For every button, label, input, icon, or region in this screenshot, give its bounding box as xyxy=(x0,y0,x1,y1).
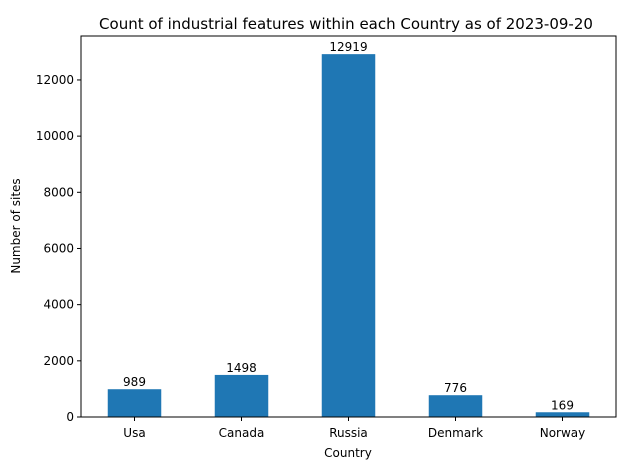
x-tick-label: Norway xyxy=(540,426,586,440)
y-tick-label: 0 xyxy=(66,410,74,424)
x-tick-label: Canada xyxy=(219,426,265,440)
x-axis-label: Country xyxy=(324,446,372,460)
x-tick-label: Usa xyxy=(123,426,145,440)
bar-value-label: 12919 xyxy=(329,40,367,54)
plot-frame xyxy=(80,35,617,418)
y-tick-label: 2000 xyxy=(43,354,74,368)
y-axis-label: Number of sites xyxy=(9,178,23,273)
bar-value-label: 776 xyxy=(444,381,467,395)
y-tick-label: 4000 xyxy=(43,298,74,312)
chart-title: Count of industrial features within each… xyxy=(99,15,593,33)
bar xyxy=(107,389,162,417)
bar-value-label: 169 xyxy=(551,398,574,412)
bar xyxy=(321,54,376,418)
bar xyxy=(428,395,483,417)
plot-area: 0 2000 4000 6000 8000 10000 12000 989 Usa 1498 Can… xyxy=(36,40,590,440)
x-tick-label: Denmark xyxy=(428,426,483,440)
bar xyxy=(214,374,269,417)
y-tick-label: 8000 xyxy=(43,185,74,199)
y-tick-label: 10000 xyxy=(36,129,74,143)
y-tick-label: 12000 xyxy=(36,73,74,87)
y-tick-label: 6000 xyxy=(43,241,74,255)
bar xyxy=(535,412,590,417)
bar-value-label: 1498 xyxy=(226,361,257,375)
bar-value-label: 989 xyxy=(123,375,146,389)
x-tick-label: Russia xyxy=(329,426,368,440)
